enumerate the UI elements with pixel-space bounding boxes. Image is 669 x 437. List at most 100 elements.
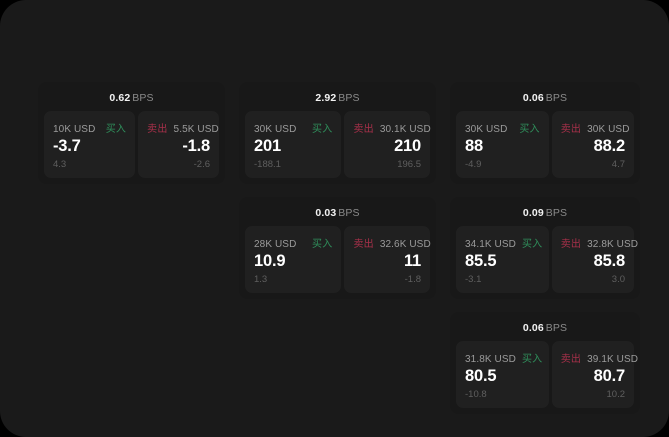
buy-value: 201 [254, 137, 281, 155]
sell-sub-value: -2.6 [193, 159, 210, 170]
sell-size-label: 32.6K USD [379, 239, 431, 250]
bps-unit: BPS [338, 207, 360, 219]
sell-size-label: 39.1K USD [587, 354, 639, 365]
card-column-3: 0.06 BPS 30K USD 买入 88 -4.9 卖出 [450, 82, 640, 414]
buy-panel[interactable]: 34.1K USD 买入 85.5 -3.1 [456, 226, 549, 293]
buy-panel[interactable]: 30K USD 买入 88 -4.9 [456, 111, 549, 178]
buy-value: 10.9 [254, 252, 286, 270]
buy-sub-value: -3.1 [465, 274, 482, 285]
buy-panel-header: 34.1K USD 买入 [465, 235, 543, 250]
buy-sub-value: -188.1 [254, 159, 281, 170]
sell-size-label: 5.5K USD [173, 124, 219, 135]
buy-panel-header: 10K USD 买入 [53, 120, 126, 135]
bps-value: 0.03 [315, 207, 337, 219]
sell-value: 85.8 [593, 252, 626, 270]
card-panels: 34.1K USD 买入 85.5 -3.1 卖出 32.8K USD 85.8… [456, 226, 638, 293]
bps-value: 0.09 [522, 207, 544, 219]
sell-sub-value: 3.0 [611, 274, 625, 285]
card-panels: 10K USD 买入 -3.7 4.3 卖出 5.5K USD -1.8 -2.… [44, 111, 219, 178]
buy-sub-value: -4.9 [465, 159, 482, 170]
spread-card[interactable]: 0.03 BPS 28K USD 买入 10.9 1.3 卖出 [239, 197, 436, 299]
buy-size-label: 34.1K USD [465, 239, 516, 250]
sell-side-tag: 卖出 [147, 124, 168, 135]
sell-size-label: 30.1K USD [379, 124, 431, 135]
card-header: 0.09 BPS [456, 203, 634, 226]
buy-panel[interactable]: 28K USD 买入 10.9 1.3 [245, 226, 342, 293]
buy-size-label: 10K USD [53, 124, 96, 135]
sell-size-label: 30K USD [587, 124, 630, 135]
bps-unit: BPS [545, 322, 568, 334]
sell-side-tag: 卖出 [560, 354, 582, 365]
sell-panel-header: 卖出 30K USD [560, 120, 630, 135]
bps-value: 0.62 [109, 92, 131, 104]
buy-size-label: 28K USD [254, 239, 297, 250]
buy-panel-header: 28K USD 买入 [254, 235, 332, 250]
sell-panel[interactable]: 卖出 39.1K USD 80.7 10.2 [551, 341, 638, 408]
buy-sub-value: 1.3 [254, 274, 268, 285]
buy-panel-header: 30K USD 买入 [465, 120, 540, 135]
sell-sub-value: -1.8 [404, 274, 421, 285]
card-panels: 28K USD 买入 10.9 1.3 卖出 32.6K USD 11 -1.8 [245, 226, 431, 293]
spread-card[interactable]: 0.06 BPS 31.8K USD 买入 80.5 -10.8 卖出 [450, 312, 640, 414]
buy-value: -3.7 [53, 137, 81, 155]
card-panels: 30K USD 买入 201 -188.1 卖出 30.1K USD 210 1… [245, 111, 431, 178]
sell-value: 80.7 [593, 367, 626, 385]
buy-panel[interactable]: 31.8K USD 买入 80.5 -10.8 [456, 341, 549, 408]
buy-panel-header: 30K USD 买入 [254, 120, 332, 135]
bps-unit: BPS [545, 92, 568, 104]
buy-size-label: 31.8K USD [465, 354, 516, 365]
spread-card[interactable]: 0.06 BPS 30K USD 买入 88 -4.9 卖出 [450, 82, 640, 184]
sell-side-tag: 卖出 [560, 124, 582, 135]
card-panels: 30K USD 买入 88 -4.9 卖出 30K USD 88.2 4.7 [456, 111, 634, 178]
buy-sub-value: 4.3 [53, 159, 67, 170]
sell-panel[interactable]: 卖出 5.5K USD -1.8 -2.6 [138, 111, 219, 178]
buy-value: 88 [465, 137, 483, 155]
card-header: 0.06 BPS [456, 318, 634, 341]
sell-panel-header: 卖出 32.6K USD [353, 235, 430, 250]
buy-value: 80.5 [465, 367, 497, 385]
buy-panel[interactable]: 30K USD 买入 201 -188.1 [245, 111, 342, 178]
spread-card[interactable]: 0.62 BPS 10K USD 买入 -3.7 4.3 卖出 [38, 82, 225, 184]
bps-value: 0.06 [522, 92, 544, 104]
card-column-2: 2.92 BPS 30K USD 买入 201 -188.1 卖出 [239, 82, 436, 299]
sell-side-tag: 卖出 [353, 239, 374, 250]
buy-size-label: 30K USD [254, 124, 297, 135]
sell-panel-header: 卖出 32.8K USD [560, 235, 638, 250]
spread-card[interactable]: 0.09 BPS 34.1K USD 买入 85.5 -3.1 卖出 [450, 197, 640, 299]
buy-side-tag: 买入 [521, 239, 543, 250]
buy-side-tag: 买入 [521, 354, 543, 365]
card-header: 2.92 BPS [245, 88, 430, 111]
sell-value: 210 [394, 137, 421, 155]
sell-panel[interactable]: 卖出 30K USD 88.2 4.7 [551, 111, 634, 178]
sell-panel[interactable]: 卖出 30.1K USD 210 196.5 [344, 111, 431, 178]
bps-unit: BPS [132, 92, 154, 104]
sell-value: 11 [403, 252, 421, 270]
sell-panel[interactable]: 卖出 32.6K USD 11 -1.8 [344, 226, 431, 293]
buy-panel-header: 31.8K USD 买入 [465, 350, 543, 365]
card-panels: 31.8K USD 买入 80.5 -10.8 卖出 39.1K USD 80.… [456, 341, 638, 408]
buy-side-tag: 买入 [312, 124, 333, 135]
sell-side-tag: 卖出 [560, 239, 582, 250]
buy-sub-value: -10.8 [465, 389, 487, 400]
sell-panel-header: 卖出 5.5K USD [147, 120, 219, 135]
sell-value: 88.2 [593, 137, 626, 155]
card-header: 0.62 BPS [44, 88, 219, 111]
spread-card[interactable]: 2.92 BPS 30K USD 买入 201 -188.1 卖出 [239, 82, 436, 184]
buy-panel[interactable]: 10K USD 买入 -3.7 4.3 [44, 111, 136, 178]
sell-panel-header: 卖出 39.1K USD [560, 350, 638, 365]
sell-sub-value: 4.7 [611, 159, 625, 170]
bps-value: 0.06 [522, 322, 544, 334]
sell-sub-value: 10.2 [606, 389, 626, 400]
buy-side-tag: 买入 [519, 124, 540, 135]
bps-unit: BPS [545, 207, 568, 219]
sell-panel-header: 卖出 30.1K USD [353, 120, 430, 135]
sell-panel[interactable]: 卖出 32.8K USD 85.8 3.0 [551, 226, 638, 293]
bps-value: 2.92 [315, 92, 337, 104]
sell-size-label: 32.8K USD [587, 239, 639, 250]
card-column-1: 0.62 BPS 10K USD 买入 -3.7 4.3 卖出 [38, 82, 225, 184]
card-header: 0.03 BPS [245, 203, 430, 226]
buy-value: 85.5 [465, 252, 497, 270]
sell-side-tag: 卖出 [353, 124, 374, 135]
